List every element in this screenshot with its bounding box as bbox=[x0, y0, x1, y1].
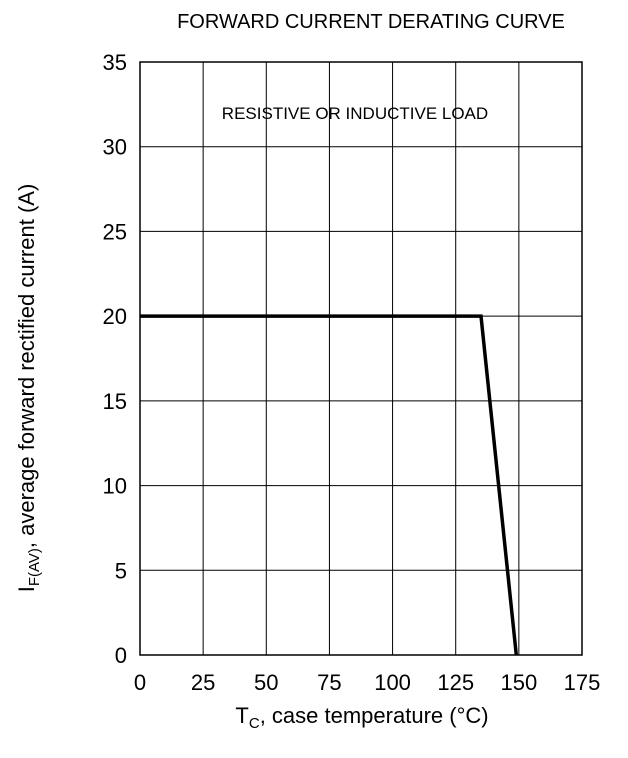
annotation-load-type: RESISTIVE OR INDUCTIVE LOAD bbox=[222, 104, 488, 123]
x-tick-labels: 0 25 50 75 100 125 150 175 bbox=[134, 670, 600, 695]
y-tick-label: 10 bbox=[103, 474, 127, 499]
y-tick-labels: 0 5 10 15 20 25 30 35 bbox=[103, 50, 127, 668]
y-tick-label: 35 bbox=[103, 50, 127, 75]
x-tick-label: 75 bbox=[317, 670, 341, 695]
y-axis-label-rest: , average forward rectified current (A) bbox=[14, 184, 39, 548]
y-tick-label: 20 bbox=[103, 304, 127, 329]
x-axis-label: TC, case temperature (°C) bbox=[235, 703, 488, 732]
y-axis-label-sub: F(AV) bbox=[26, 548, 43, 586]
x-tick-label: 125 bbox=[437, 670, 474, 695]
plot-frame bbox=[139, 61, 583, 656]
x-axis-label-main: T bbox=[235, 703, 248, 728]
y-tick-label: 30 bbox=[103, 135, 127, 160]
y-axis-label-main: I bbox=[14, 586, 39, 592]
y-tick-label: 5 bbox=[115, 558, 127, 583]
x-tick-label: 25 bbox=[191, 670, 215, 695]
x-axis-label-sub: C bbox=[249, 715, 260, 732]
y-tick-label: 0 bbox=[115, 643, 127, 668]
x-tick-label: 100 bbox=[374, 670, 411, 695]
x-tick-label: 0 bbox=[134, 670, 146, 695]
y-axis-label: IF(AV), average forward rectified curren… bbox=[14, 184, 43, 593]
series-line-derating bbox=[140, 314, 519, 656]
x-axis-label-rest: , case temperature (°C) bbox=[260, 703, 489, 728]
x-tick-label: 50 bbox=[254, 670, 278, 695]
y-tick-label: 25 bbox=[103, 219, 127, 244]
chart-title: FORWARD CURRENT DERATING CURVE bbox=[177, 11, 565, 33]
grid bbox=[140, 62, 582, 655]
y-tick-label: 15 bbox=[103, 389, 127, 414]
x-tick-label: 150 bbox=[500, 670, 537, 695]
x-tick-label: 175 bbox=[564, 670, 601, 695]
